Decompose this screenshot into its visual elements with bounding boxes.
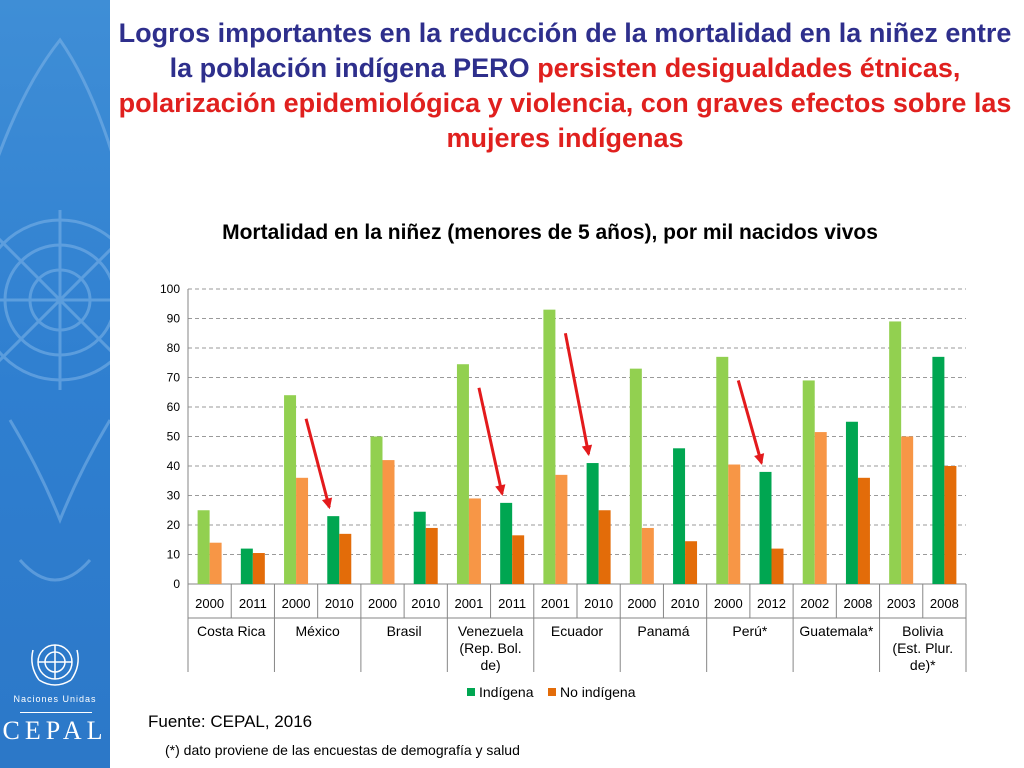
decline-arrow (304, 418, 331, 508)
y-tick-label: 40 (167, 459, 181, 473)
bar-indigena (673, 448, 686, 584)
y-tick-label: 30 (167, 489, 181, 503)
x-year-label: 2011 (498, 596, 526, 611)
bar-indigena (716, 356, 729, 584)
bar-no-indigena (814, 432, 827, 584)
bar-indigena (284, 395, 297, 584)
decline-arrow-head (495, 484, 506, 496)
x-year-label: 2000 (282, 596, 311, 611)
x-year-label: 2011 (239, 596, 267, 611)
x-year-label: 2000 (368, 596, 397, 611)
x-year-label: 2008 (843, 596, 872, 611)
bar-no-indigena (901, 436, 914, 584)
x-category-label: México (295, 623, 340, 639)
x-year-label: 2010 (671, 596, 700, 611)
bar-indigena (327, 516, 340, 584)
bar-no-indigena (296, 477, 309, 584)
bar-no-indigena (771, 548, 784, 584)
bar-no-indigena (857, 477, 870, 584)
bar-indigena (932, 356, 945, 584)
decline-arrow (563, 332, 591, 455)
decline-arrow-head (321, 497, 333, 510)
slide-headline: Logros importantes en la reducción de la… (112, 16, 1018, 156)
decline-arrow-head (754, 453, 765, 465)
headline-red-text: persisten desigualdades étnicas, polariz… (118, 53, 1012, 153)
decline-arrow-head (581, 444, 593, 457)
bar-indigena (197, 510, 210, 584)
legend-label-indigena: Indígena (479, 684, 534, 700)
headline-blue-text: Logros importantes en la reducción de la… (118, 18, 1012, 83)
legend-swatch-no-indigena (548, 688, 556, 696)
x-category-label: Guatemala* (799, 623, 873, 639)
sidebar: Naciones Unidas CEPAL (0, 0, 110, 768)
x-year-label: 2000 (195, 596, 224, 611)
bar-no-indigena (339, 533, 352, 584)
bar-indigena (629, 368, 642, 584)
bar-indigena (759, 471, 772, 584)
bar-no-indigena (252, 553, 265, 584)
bar-indigena (802, 380, 815, 584)
y-tick-label: 90 (167, 312, 181, 326)
bar-no-indigena (555, 474, 568, 584)
x-year-label: 2012 (757, 596, 786, 611)
bar-indigena (240, 548, 253, 584)
un-emblem-watermark-icon (0, 37, 110, 582)
cepal-logo-divider (20, 712, 92, 713)
bar-no-indigena (944, 466, 957, 584)
un-logo-label: Naciones Unidas (13, 694, 97, 704)
x-year-label: 2001 (454, 596, 483, 611)
source-text: Fuente: CEPAL, 2016 (148, 712, 313, 731)
bar-indigena (586, 463, 599, 584)
legend-label-no-indigena: No indígena (560, 684, 636, 700)
bar-no-indigena (598, 510, 611, 584)
bar-no-indigena (382, 460, 395, 584)
bar-no-indigena (728, 464, 741, 584)
y-tick-label: 80 (167, 341, 181, 355)
bar-indigena (500, 502, 513, 584)
y-tick-label: 0 (173, 577, 180, 591)
x-year-label: 2000 (714, 596, 743, 611)
x-year-label: 2010 (411, 596, 440, 611)
bar-indigena (845, 421, 858, 584)
x-year-label: 2010 (584, 596, 613, 611)
chart-title: Mortalidad en la niñez (menores de 5 año… (222, 221, 878, 244)
bar-indigena (543, 309, 556, 584)
y-tick-label: 60 (167, 400, 181, 414)
x-year-label: 2010 (325, 596, 354, 611)
x-year-label: 2000 (627, 596, 656, 611)
x-category-label: Ecuador (551, 623, 603, 639)
bar-indigena (456, 364, 469, 584)
y-tick-label: 50 (167, 430, 181, 444)
x-category-label: Bolivia (Est. Plur. de)* (892, 623, 953, 673)
un-logo-icon (31, 644, 79, 686)
bar-no-indigena (641, 527, 654, 584)
x-category-label: Costa Rica (197, 623, 266, 639)
y-tick-label: 70 (167, 371, 181, 385)
bar-indigena (370, 436, 383, 584)
legend-swatch-indigena (467, 688, 475, 696)
cepal-logo-label: CEPAL (2, 716, 108, 745)
x-category-label: Perú* (732, 623, 768, 639)
x-year-label: 2003 (887, 596, 916, 611)
x-category-label: Venezuela (Rep. Bol. de) (458, 623, 524, 673)
bar-indigena (889, 321, 902, 584)
bar-no-indigena (685, 541, 698, 584)
x-category-label: Panamá (637, 623, 689, 639)
footnote-text: (*) dato proviene de las encuestas de de… (165, 742, 520, 758)
bar-no-indigena (425, 527, 438, 584)
bar-no-indigena (468, 498, 481, 584)
bar-no-indigena (209, 542, 222, 584)
y-tick-label: 100 (160, 282, 180, 296)
decline-arrow (736, 380, 763, 464)
bar-indigena (413, 511, 426, 584)
x-year-label: 2008 (930, 596, 959, 611)
decline-arrow (477, 387, 504, 495)
x-year-label: 2001 (541, 596, 570, 611)
y-tick-label: 10 (167, 548, 181, 562)
bar-no-indigena (512, 535, 525, 584)
x-category-label: Brasil (387, 623, 422, 639)
y-tick-label: 20 (167, 518, 181, 532)
x-year-label: 2002 (800, 596, 829, 611)
